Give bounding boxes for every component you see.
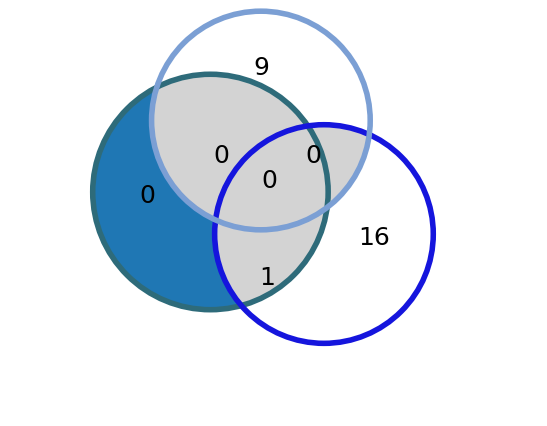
Text: 16: 16	[358, 226, 391, 250]
Circle shape	[152, 11, 370, 230]
Circle shape	[214, 125, 433, 343]
Circle shape	[92, 74, 328, 310]
Text: 0: 0	[139, 184, 155, 208]
Text: 0: 0	[306, 144, 322, 168]
Circle shape	[92, 74, 328, 310]
Circle shape	[152, 11, 370, 230]
Circle shape	[214, 125, 433, 343]
Circle shape	[152, 11, 370, 230]
Circle shape	[92, 74, 328, 310]
Circle shape	[152, 11, 370, 230]
Text: 9: 9	[253, 56, 269, 80]
Circle shape	[214, 125, 433, 343]
Text: 0: 0	[261, 170, 277, 193]
Circle shape	[92, 74, 328, 310]
Text: 1: 1	[259, 266, 275, 290]
Circle shape	[92, 74, 328, 310]
Text: 0: 0	[213, 144, 229, 168]
Circle shape	[214, 125, 433, 343]
